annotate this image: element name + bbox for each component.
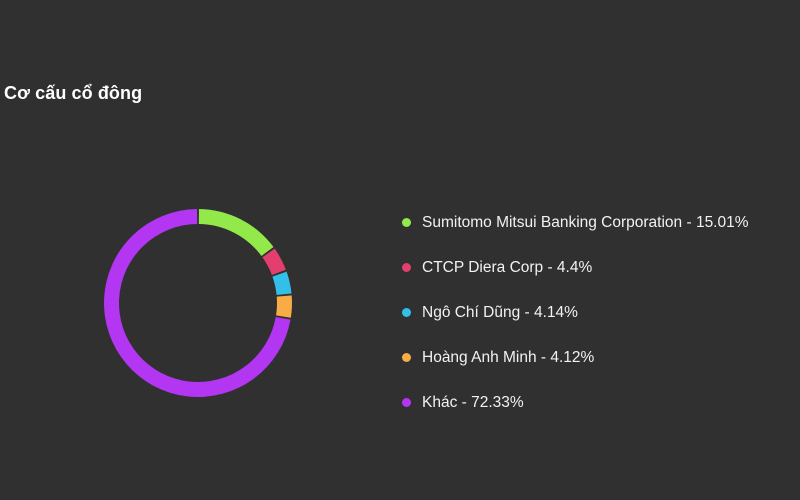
legend-label: Khác - 72.33% xyxy=(422,393,524,411)
legend-label: Sumitomo Mitsui Banking Corporation - 15… xyxy=(422,213,749,231)
legend-item-khac[interactable]: Khác - 72.33% xyxy=(402,380,749,425)
legend-dot xyxy=(402,353,411,362)
legend-dot xyxy=(402,398,411,407)
slice-hoang-anh-minh[interactable] xyxy=(276,295,292,318)
slice-diera[interactable] xyxy=(262,248,286,276)
donut-chart xyxy=(103,209,292,397)
legend-item-diera[interactable]: CTCP Diera Corp - 4.4% xyxy=(402,245,749,290)
slice-sumitomo[interactable] xyxy=(198,209,274,256)
legend-label: Hoàng Anh Minh - 4.12% xyxy=(422,348,595,366)
legend-dot xyxy=(402,263,411,272)
legend-item-hoang-anh-minh[interactable]: Hoàng Anh Minh - 4.12% xyxy=(402,335,749,380)
legend-item-sumitomo[interactable]: Sumitomo Mitsui Banking Corporation - 15… xyxy=(402,200,749,245)
legend-item-ngo-chi-dung[interactable]: Ngô Chí Dũng - 4.14% xyxy=(402,290,749,335)
chart-legend: Sumitomo Mitsui Banking Corporation - 15… xyxy=(402,200,749,425)
legend-dot xyxy=(402,218,411,227)
legend-dot xyxy=(402,308,411,317)
legend-label: CTCP Diera Corp - 4.4% xyxy=(422,258,593,276)
slice-ngo-chi-dung[interactable] xyxy=(272,271,292,295)
legend-label: Ngô Chí Dũng - 4.14% xyxy=(422,303,578,321)
chart-title: Cơ cấu cổ đông xyxy=(4,83,143,103)
